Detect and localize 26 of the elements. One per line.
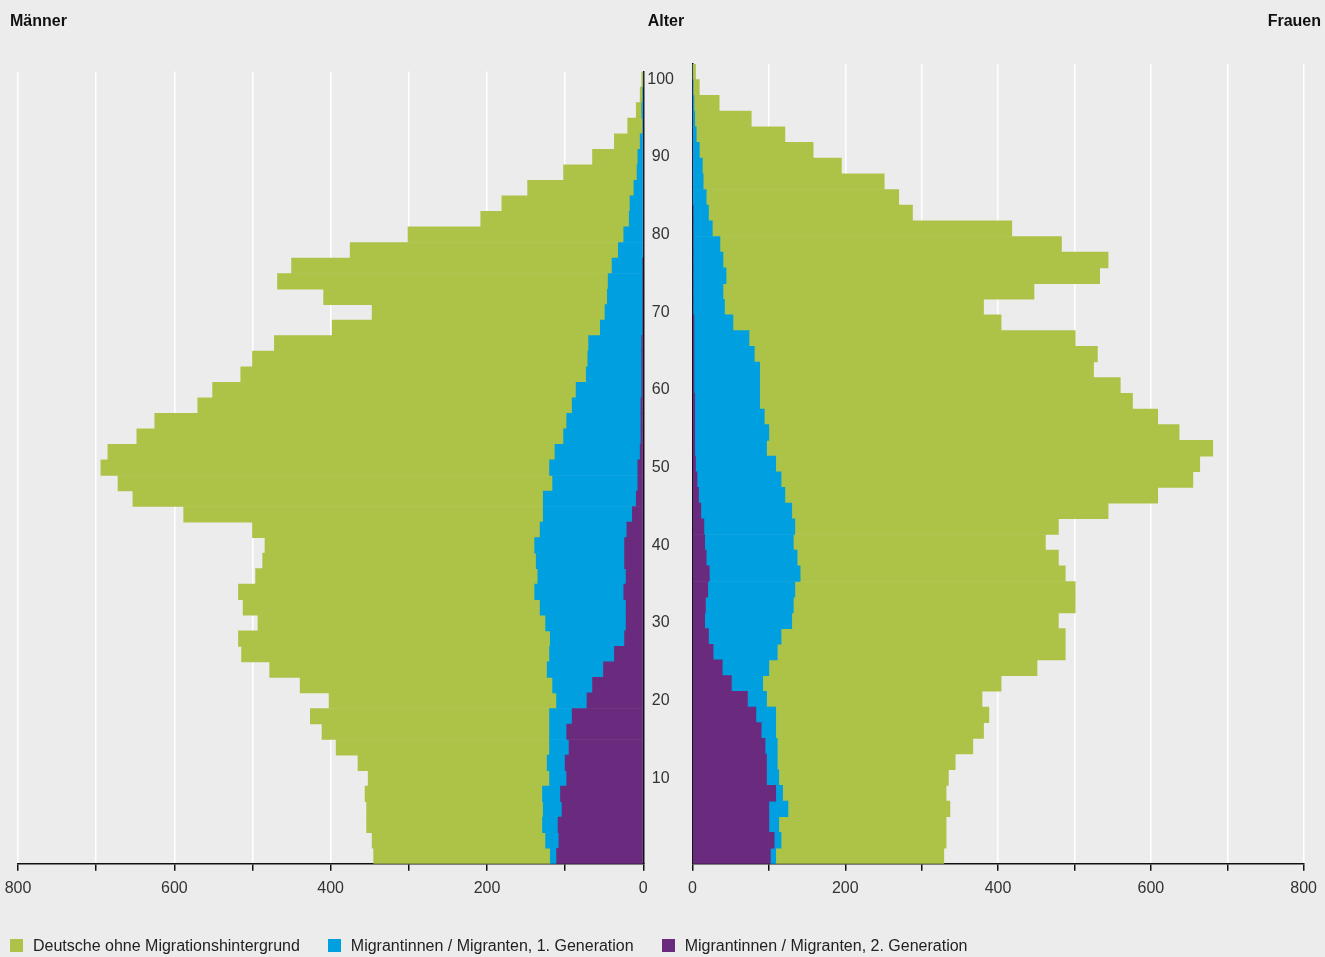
y-tick-label: 10 — [651, 768, 670, 786]
y-tick-label: 20 — [651, 691, 670, 709]
x-tick-label: 800 — [4, 878, 32, 896]
y-tick-label: 30 — [651, 613, 670, 631]
x-tick-label: 600 — [160, 878, 188, 896]
y-tick-label: 60 — [651, 380, 670, 398]
y-axis-title: Alter — [647, 12, 685, 30]
legend-label: Migrantinnen / Migranten, 1. Generation — [350, 937, 634, 954]
y-tick-label: 90 — [651, 147, 670, 165]
legend-label: Migrantinnen / Migranten, 2. Generation — [684, 937, 968, 954]
x-tick-label: 0 — [638, 878, 648, 896]
x-tick-label: 400 — [317, 878, 345, 896]
x-tick-label: 400 — [984, 878, 1012, 896]
legend-label: Deutsche ohne Migrationshintergrund — [33, 937, 300, 954]
x-tick-label: 600 — [1137, 878, 1165, 896]
x-tick-label: 200 — [473, 878, 501, 896]
y-tick-label: 40 — [651, 535, 670, 553]
x-tick-label: 200 — [831, 878, 859, 896]
y-tick-label: 70 — [651, 302, 670, 320]
y-tick-label: 100 — [647, 69, 675, 87]
chart-title: Männer — [10, 12, 67, 30]
chart-title: Frauen — [1267, 12, 1321, 30]
x-tick-label: 0 — [688, 878, 697, 896]
y-tick-label: 80 — [651, 225, 670, 243]
y-tick-label: 50 — [651, 458, 670, 476]
x-tick-label: 800 — [1290, 878, 1318, 896]
